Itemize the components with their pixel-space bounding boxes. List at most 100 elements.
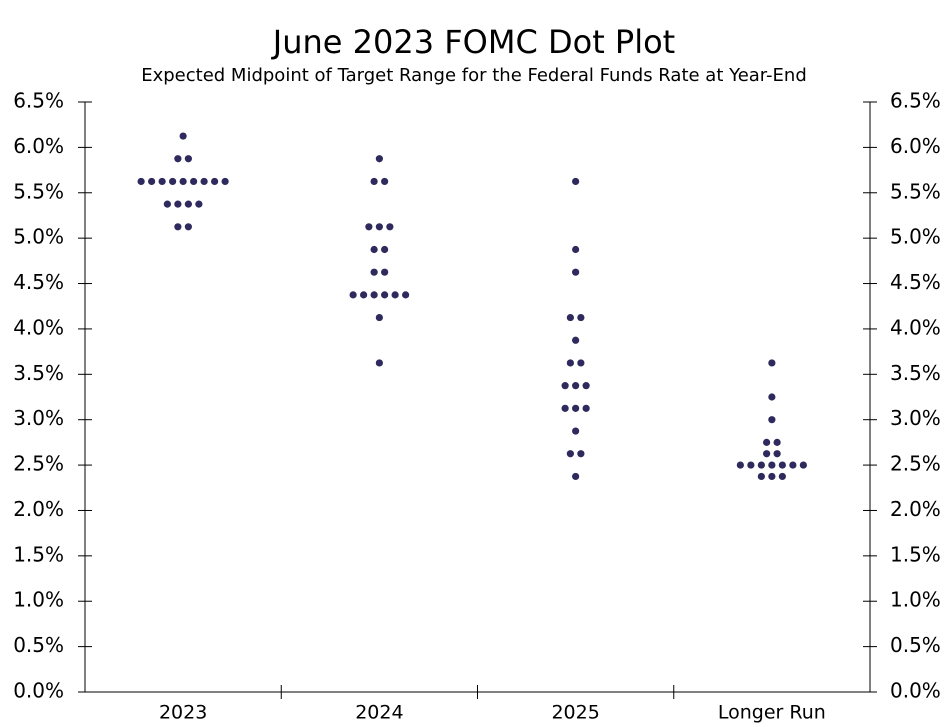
y2-tick-label: 2.5% [890, 452, 941, 476]
y2-tick-label: 3.0% [890, 406, 941, 430]
y2-tick-label: 3.5% [890, 361, 941, 385]
dot [757, 472, 765, 481]
y-tick-label: 4.5% [13, 270, 64, 294]
y2-tick-label: 6.5% [890, 89, 941, 113]
dot [773, 450, 781, 458]
dot [582, 404, 590, 412]
dot [174, 223, 182, 231]
dot [577, 359, 585, 367]
dot [148, 177, 156, 186]
dot [174, 155, 182, 163]
dot [582, 382, 590, 390]
dot [370, 177, 378, 186]
dot [190, 177, 198, 186]
x-tick-label: 2025 [551, 702, 599, 724]
dot [763, 450, 771, 458]
dot [768, 359, 776, 367]
dot [381, 245, 389, 254]
dot [773, 438, 781, 446]
dot [179, 177, 187, 186]
dot [768, 472, 776, 481]
dot [370, 245, 378, 254]
dot [370, 268, 378, 276]
chart-title: June 2023 FOMC Dot Plot [271, 23, 675, 61]
y-tick-label: 4.0% [13, 315, 64, 339]
dot [169, 177, 177, 186]
dot [768, 416, 776, 424]
y2-tick-label: 4.0% [890, 315, 941, 339]
dot [757, 461, 765, 469]
dot [736, 461, 744, 469]
dot [566, 450, 574, 458]
y-tick-label: 1.5% [13, 542, 64, 566]
y-tick-label: 1.0% [13, 588, 64, 612]
dot [163, 200, 171, 208]
dot [572, 427, 580, 435]
dot [768, 461, 776, 469]
y-tick-label: 0.5% [13, 633, 64, 657]
dot [370, 291, 378, 299]
dot [768, 393, 776, 401]
dot [221, 177, 229, 186]
dot [375, 155, 383, 163]
dot [184, 200, 192, 208]
y2-tick-label: 5.5% [890, 179, 941, 203]
dot [572, 382, 580, 390]
dot [184, 155, 192, 163]
y2-tick-label: 2.0% [890, 497, 941, 521]
x-tick-label: 2024 [355, 702, 403, 724]
dot [381, 268, 389, 276]
y2-tick-label: 1.5% [890, 542, 941, 566]
dot [386, 223, 394, 231]
y2-tick-label: 0.5% [890, 633, 941, 657]
y2-tick-label: 1.0% [890, 588, 941, 612]
dot [381, 291, 389, 299]
dot [349, 291, 357, 299]
dot [778, 461, 786, 469]
y2-tick-label: 5.0% [890, 225, 941, 249]
dot [360, 291, 368, 299]
y2-tick-label: 0.0% [890, 679, 941, 703]
dot [561, 382, 569, 390]
dot [572, 177, 580, 186]
dot [391, 291, 399, 299]
y-tick-label: 5.5% [13, 179, 64, 203]
y-tick-label: 6.0% [13, 134, 64, 158]
dot [200, 177, 208, 186]
dot [747, 461, 755, 469]
dot [381, 177, 389, 186]
x-tick-label: Longer Run [718, 702, 826, 724]
y-tick-label: 2.5% [13, 452, 64, 476]
dot [375, 359, 383, 367]
dot [577, 450, 585, 458]
dot [195, 200, 203, 208]
dot [789, 461, 797, 469]
dot [572, 472, 580, 481]
dot [375, 223, 383, 231]
dot [402, 291, 410, 299]
dot [572, 268, 580, 276]
y-tick-label: 0.0% [13, 679, 64, 703]
dot [763, 438, 771, 446]
y-tick-label: 5.0% [13, 225, 64, 249]
y-tick-label: 2.0% [13, 497, 64, 521]
dot [211, 177, 219, 186]
dot [566, 359, 574, 367]
dot [184, 223, 192, 231]
dot [179, 132, 187, 140]
y-tick-label: 3.0% [13, 406, 64, 430]
y-tick-label: 6.5% [13, 89, 64, 113]
x-tick-label: 2023 [159, 702, 207, 724]
y2-tick-label: 4.5% [890, 270, 941, 294]
dot [572, 404, 580, 412]
y2-tick-label: 6.0% [890, 134, 941, 158]
dot [572, 245, 580, 254]
dot [174, 200, 182, 208]
dot [577, 313, 585, 322]
dot [158, 177, 166, 186]
dot [566, 313, 574, 322]
dot [572, 336, 580, 344]
dot [778, 472, 786, 481]
dot [375, 313, 383, 322]
